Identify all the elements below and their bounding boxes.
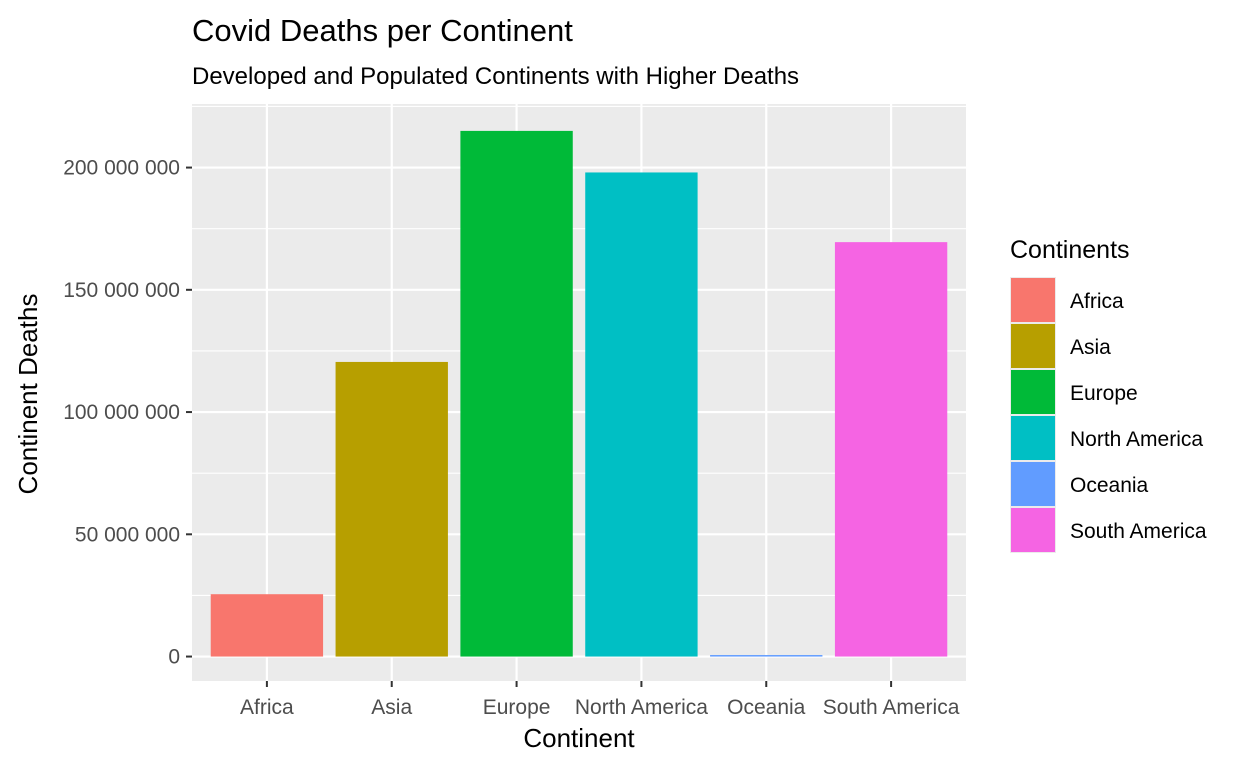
y-tick-label: 150 000 000 [63, 279, 180, 302]
x-tick-label: Africa [240, 696, 294, 719]
y-tick-label: 100 000 000 [63, 401, 180, 424]
chart-subtitle: Developed and Populated Continents with … [192, 63, 799, 90]
legend-title: Continents [1010, 236, 1130, 264]
legend-swatch [1011, 462, 1055, 506]
y-tick-label: 0 [168, 646, 180, 669]
bar [460, 130, 573, 657]
x-tick-label: South America [823, 696, 960, 719]
bars [210, 130, 948, 657]
bar [335, 361, 448, 657]
x-tick-label: Asia [371, 696, 412, 719]
x-tick-label: Oceania [727, 696, 806, 719]
legend-label: North America [1070, 428, 1203, 451]
bar [585, 172, 698, 657]
legend-swatch [1011, 370, 1055, 414]
legend-swatch [1011, 324, 1055, 368]
legend-swatch [1011, 278, 1055, 322]
legend-swatch [1011, 508, 1055, 552]
bar [710, 655, 823, 657]
x-axis-ticks: Africa Asia Europe North America Oceania Sout… [240, 681, 960, 719]
legend: Continents Africa Asia Europe North America… [1010, 236, 1207, 553]
y-axis-ticks: 0 50 000 000 100 000 000 150 000 000 200 000… [63, 157, 192, 669]
legend-items: Africa Asia Europe North America Oceania Sout… [1010, 277, 1207, 553]
legend-label: Africa [1070, 290, 1124, 313]
x-tick-label: North America [575, 696, 708, 719]
bar [834, 242, 948, 657]
legend-label: Europe [1070, 382, 1138, 405]
legend-label: Asia [1070, 336, 1111, 359]
legend-label: South America [1070, 520, 1207, 543]
bar [210, 594, 324, 657]
y-tick-label: 50 000 000 [75, 523, 180, 546]
legend-swatch [1011, 416, 1055, 460]
y-axis-title: Continent Deaths [13, 294, 43, 495]
chart-title: Covid Deaths per Continent [192, 13, 573, 48]
x-tick-label: Europe [483, 696, 551, 719]
legend-label: Oceania [1070, 474, 1149, 497]
x-axis-title: Continent [523, 723, 635, 753]
y-tick-label: 200 000 000 [63, 157, 180, 180]
